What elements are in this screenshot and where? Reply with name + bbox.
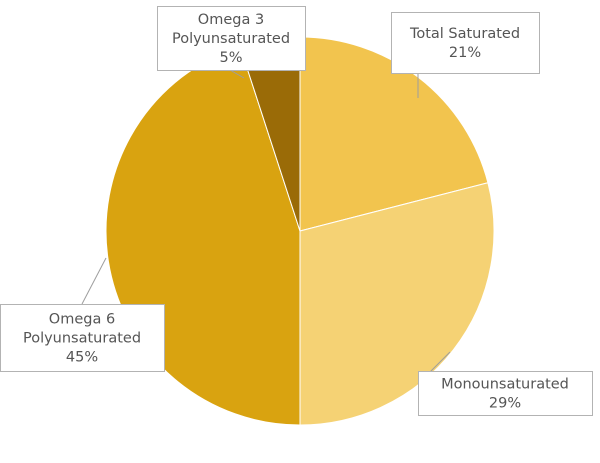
leader-line xyxy=(229,69,245,79)
slice-label: Total Saturated xyxy=(409,26,520,42)
callout-box xyxy=(0,304,165,372)
callout-total-saturated: Total Saturated 21% xyxy=(391,12,540,98)
slice-label: Omega 3 xyxy=(198,12,264,28)
callout-box xyxy=(418,371,593,416)
slice-label: Omega 6 xyxy=(49,312,115,328)
pie-slice-total-saturated xyxy=(299,36,489,232)
callout-box xyxy=(157,6,306,71)
slice-value-label: 45% xyxy=(66,350,98,366)
pie-slice-monounsaturated xyxy=(299,182,495,426)
slice-label: Polyunsaturated xyxy=(172,31,290,47)
callout-omega-6-polyunsaturated: Omega 6 Polyunsaturated 45% xyxy=(0,257,165,372)
callouts-layer: Total Saturated 21% Monounsaturated 29% Omeg… xyxy=(0,6,593,416)
callout-box xyxy=(391,12,540,74)
leader-line xyxy=(81,257,107,305)
slice-value-label: 5% xyxy=(219,50,242,66)
slice-label: Monounsaturated xyxy=(441,377,569,393)
slice-value-label: 29% xyxy=(489,396,521,412)
callout-omega-3-polyunsaturated: Omega 3 Polyunsaturated 5% xyxy=(157,6,306,79)
slice-label: Polyunsaturated xyxy=(23,331,141,347)
callout-monounsaturated: Monounsaturated 29% xyxy=(417,351,593,416)
slice-value-label: 21% xyxy=(449,45,481,61)
